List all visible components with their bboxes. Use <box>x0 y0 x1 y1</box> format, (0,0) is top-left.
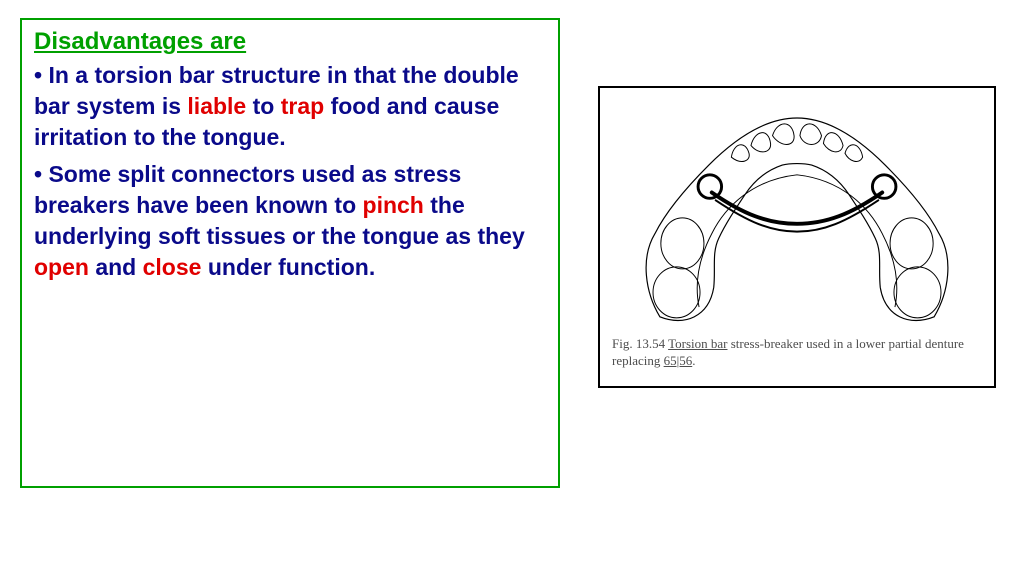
bullet-item: • Some split connectors used as stress b… <box>34 159 546 283</box>
text-run: under function. <box>201 254 375 280</box>
text-run: and <box>89 254 143 280</box>
highlight-run: liable <box>187 93 246 119</box>
bullet-list: • In a torsion bar structure in that the… <box>34 60 546 283</box>
caption-prefix: Fig. 13.54 <box>612 336 668 351</box>
text-run: to <box>246 93 281 119</box>
figure-caption: Fig. 13.54 Torsion bar stress-breaker us… <box>606 334 988 370</box>
highlight-run: close <box>143 254 202 280</box>
bullet-item: • In a torsion bar structure in that the… <box>34 60 546 153</box>
heading: Disadvantages are <box>34 28 546 56</box>
caption-suffix: . <box>692 353 695 368</box>
highlight-run: open <box>34 254 89 280</box>
text-box: Disadvantages are • In a torsion bar str… <box>20 18 560 488</box>
caption-ul1: Torsion bar <box>668 336 727 351</box>
dental-arch-diagram <box>606 94 988 334</box>
figure-box: Fig. 13.54 Torsion bar stress-breaker us… <box>598 86 996 388</box>
highlight-run: trap <box>281 93 324 119</box>
highlight-run: pinch <box>363 192 424 218</box>
caption-ul2: 65|56 <box>664 353 693 368</box>
